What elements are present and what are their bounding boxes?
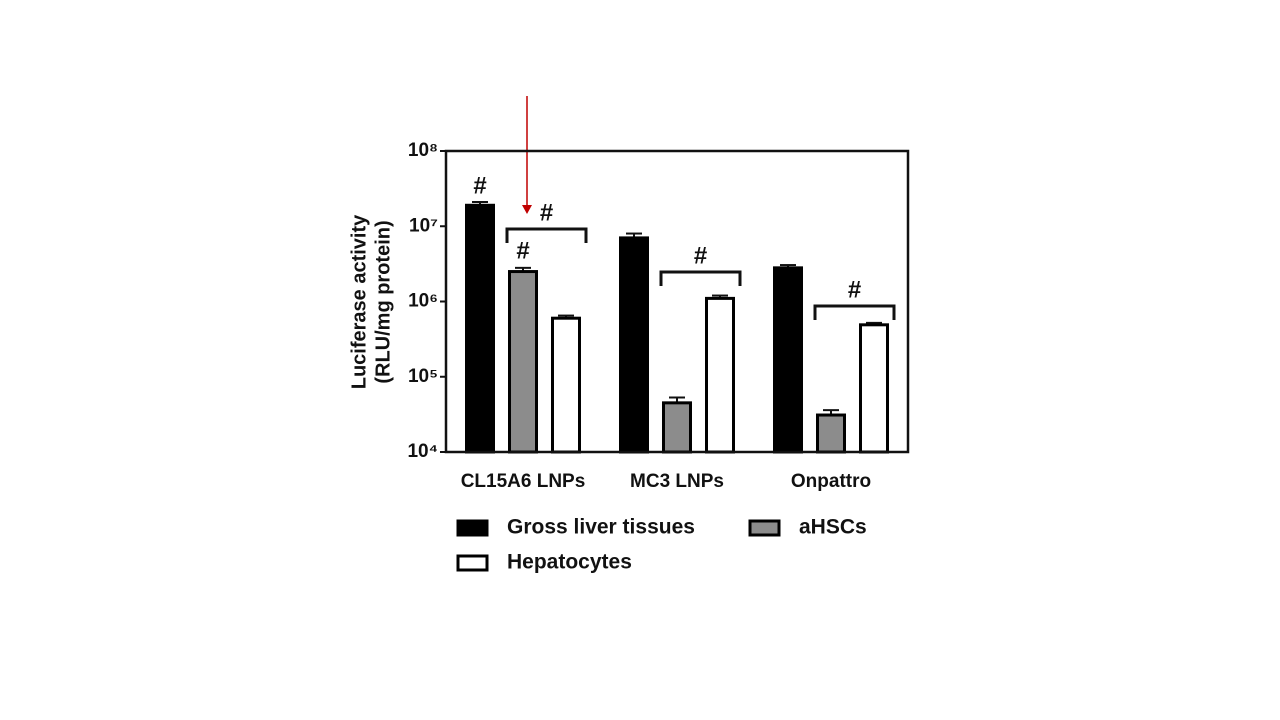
bar bbox=[773, 266, 803, 454]
pointer-arrow-head bbox=[522, 205, 532, 214]
y-tick-label: 10⁸ bbox=[408, 140, 438, 161]
x-tick-label: Onpattro bbox=[791, 471, 871, 492]
bar bbox=[551, 316, 581, 454]
annotation: # bbox=[540, 199, 553, 226]
y-tick-label: 10⁴ bbox=[407, 441, 438, 462]
bar bbox=[465, 203, 495, 454]
significance-bracket bbox=[659, 270, 742, 286]
bar bbox=[816, 413, 846, 454]
legend-label: Hepatocytes bbox=[507, 551, 632, 574]
y-axis-title-line: (RLU/mg protein) bbox=[372, 220, 394, 383]
legend-label: aHSCs bbox=[799, 516, 867, 539]
annotation: # bbox=[694, 242, 707, 269]
legend-swatch bbox=[748, 519, 781, 537]
significance-bracket bbox=[813, 304, 896, 320]
legend-swatch bbox=[456, 554, 489, 572]
annotation: # bbox=[473, 172, 486, 199]
plot-frame bbox=[444, 149, 910, 454]
bar bbox=[619, 236, 649, 454]
y-tick-label: 10⁷ bbox=[409, 215, 438, 236]
legend-label: Gross liver tissues bbox=[507, 516, 695, 539]
bar bbox=[508, 270, 538, 454]
annotation: # bbox=[848, 276, 861, 303]
significance-bracket bbox=[505, 227, 588, 243]
bar bbox=[705, 296, 735, 454]
y-axis-title-line: Luciferase activity bbox=[348, 214, 370, 389]
bar bbox=[662, 401, 692, 454]
annotation: # bbox=[516, 237, 529, 264]
bar bbox=[859, 323, 889, 454]
y-tick-label: 10⁵ bbox=[408, 366, 438, 387]
y-tick-label: 10⁶ bbox=[408, 291, 438, 312]
x-tick-label: MC3 LNPs bbox=[630, 471, 724, 492]
y-axis-title: Luciferase activity (RLU/mg protein) bbox=[348, 214, 394, 389]
legend-swatch bbox=[456, 519, 489, 537]
x-tick-label: CL15A6 LNPs bbox=[461, 471, 586, 492]
